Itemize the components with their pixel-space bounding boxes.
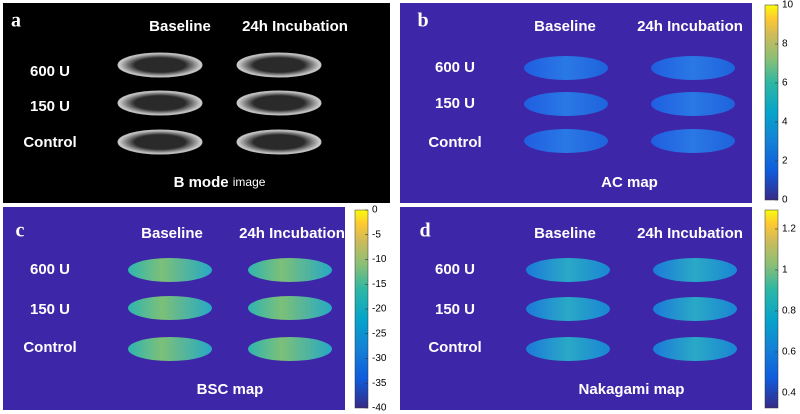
tissue-map bbox=[526, 297, 610, 321]
tissue-map bbox=[524, 129, 608, 153]
colorbar-tick-label: -20 bbox=[372, 304, 387, 315]
colorbar-tick-label: -10 bbox=[372, 254, 387, 265]
tissue-map bbox=[236, 52, 322, 78]
tissue-map bbox=[128, 337, 212, 361]
panel-letter: b bbox=[417, 10, 428, 32]
tissue-map bbox=[653, 297, 737, 321]
colorbar-tick-label: 2 bbox=[782, 156, 788, 167]
colorbar-tick-label: 1 bbox=[782, 265, 788, 276]
tissue-map bbox=[526, 258, 610, 282]
colorbar-tick-label: 4 bbox=[782, 117, 788, 128]
tissue-map bbox=[117, 52, 203, 78]
row-label: Control bbox=[23, 134, 76, 151]
tissue-map bbox=[248, 296, 332, 320]
column-label: 24h Incubation bbox=[637, 225, 743, 242]
tissue-map bbox=[653, 258, 737, 282]
panel-caption: BSC map bbox=[197, 381, 264, 398]
row-label: 150 U bbox=[30, 301, 70, 318]
tissue-map bbox=[651, 56, 735, 80]
colorbar-tick-label: -25 bbox=[372, 328, 387, 339]
row-label: 150 U bbox=[30, 98, 70, 115]
tissue-map bbox=[117, 129, 203, 155]
panel-caption: Nakagami map bbox=[579, 381, 685, 398]
colorbar-tick-label: 0.8 bbox=[782, 306, 796, 317]
tissue-map bbox=[653, 337, 737, 361]
row-label: 150 U bbox=[435, 95, 475, 112]
tissue-map bbox=[236, 129, 322, 155]
tissue-map bbox=[248, 337, 332, 361]
colorbar bbox=[764, 209, 779, 409]
colorbar-tick-label: 6 bbox=[782, 78, 788, 89]
tissue-map bbox=[524, 56, 608, 80]
tissue-map bbox=[651, 129, 735, 153]
panel-caption: B mode image bbox=[174, 174, 266, 191]
row-label: 600 U bbox=[435, 261, 475, 278]
panel-letter: d bbox=[419, 220, 430, 242]
column-label: Baseline bbox=[149, 18, 211, 35]
row-label: 600 U bbox=[30, 63, 70, 80]
row-label: 600 U bbox=[435, 59, 475, 76]
column-label: Baseline bbox=[534, 225, 596, 242]
panel-caption: AC map bbox=[601, 174, 658, 191]
colorbar-tick-label: 8 bbox=[782, 39, 788, 50]
colorbar-tick-label: -15 bbox=[372, 279, 387, 290]
row-label: 600 U bbox=[30, 261, 70, 278]
colorbar-tick-label: 0.4 bbox=[782, 388, 796, 399]
tissue-map bbox=[236, 90, 322, 116]
column-label: 24h Incubation bbox=[242, 18, 348, 35]
colorbar-tick-label: -5 bbox=[372, 229, 381, 240]
colorbar-tick-label: -35 bbox=[372, 378, 387, 389]
column-label: Baseline bbox=[141, 225, 203, 242]
colorbar-tick-label: 0 bbox=[372, 205, 378, 216]
caption-suffix: image bbox=[233, 175, 266, 189]
colorbar-tick-label: 0.6 bbox=[782, 347, 796, 358]
column-label: Baseline bbox=[534, 18, 596, 35]
tissue-map bbox=[248, 258, 332, 282]
row-label: Control bbox=[428, 339, 481, 356]
tissue-map bbox=[526, 337, 610, 361]
colorbar-tick-label: -30 bbox=[372, 353, 387, 364]
colorbar-tick-label: 10 bbox=[782, 0, 794, 11]
tissue-map bbox=[128, 296, 212, 320]
column-label: 24h Incubation bbox=[637, 18, 743, 35]
row-label: Control bbox=[23, 339, 76, 356]
column-label: 24h Incubation bbox=[239, 225, 345, 242]
tissue-map bbox=[524, 92, 608, 116]
panel-letter: a bbox=[11, 10, 21, 32]
row-label: Control bbox=[428, 134, 481, 151]
colorbar-tick-label: 1.2 bbox=[782, 224, 796, 235]
colorbar-tick-label: 0 bbox=[782, 195, 788, 206]
caption-main: B mode bbox=[174, 174, 229, 191]
tissue-map bbox=[117, 90, 203, 116]
colorbar bbox=[764, 4, 779, 201]
colorbar-tick-label: -40 bbox=[372, 403, 387, 414]
tissue-map bbox=[128, 258, 212, 282]
tissue-map bbox=[651, 92, 735, 116]
panel-letter: c bbox=[16, 220, 25, 242]
row-label: 150 U bbox=[435, 301, 475, 318]
